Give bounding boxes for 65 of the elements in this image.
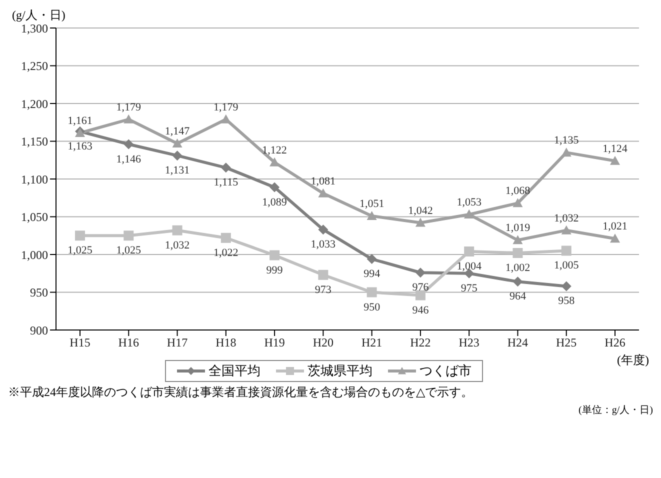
y-tick-label: 1,050 xyxy=(21,210,48,224)
data-label: 1,032 xyxy=(164,239,190,252)
data-label: 1,051 xyxy=(359,198,384,210)
x-tick-label: H17 xyxy=(166,336,188,350)
x-tick-label: H15 xyxy=(70,336,90,350)
data-label: 1,033 xyxy=(310,238,336,251)
data-label: 1,122 xyxy=(262,144,287,156)
text: ※平成24年度以降のつくば市実績は事業者直接資源化量を含む場合のものを△で示す。 xyxy=(8,384,474,401)
data-label: 964 xyxy=(509,290,526,303)
data-label: 1,005 xyxy=(554,260,580,272)
data-label: 1,068 xyxy=(505,185,531,198)
data-label: 1,025 xyxy=(68,244,93,257)
data-label: 1,004 xyxy=(456,260,482,272)
data-label: 1,022 xyxy=(214,246,238,259)
data-label: 973 xyxy=(314,284,332,296)
data-label: 1,002 xyxy=(505,262,530,274)
data-label: 1,089 xyxy=(262,196,288,208)
data-label: 1,135 xyxy=(554,134,580,147)
legend-label: 全国平均 xyxy=(208,362,260,380)
data-label: 1,042 xyxy=(408,204,433,217)
y-tick-label: 1,200 xyxy=(21,96,48,111)
y-tick-label: 950 xyxy=(30,286,48,300)
x-tick-label: H16 xyxy=(118,336,139,350)
x-tick-label: H21 xyxy=(361,336,382,350)
x-tick-label: H22 xyxy=(410,336,431,350)
data-label: 1,019 xyxy=(505,222,531,234)
y-tick-label: 1,150 xyxy=(21,134,48,149)
data-label: 999 xyxy=(266,264,284,276)
text: (単位：g/人・日) xyxy=(578,404,653,417)
x-tick-label: H25 xyxy=(556,336,577,350)
data-label: 1,161 xyxy=(68,114,92,127)
data-label: 1,163 xyxy=(68,140,93,152)
data-label: 1,032 xyxy=(554,212,579,224)
data-label: 994 xyxy=(364,268,381,280)
data-label: 958 xyxy=(558,295,576,308)
x-tick-label: H24 xyxy=(507,336,528,350)
x-tick-label: H26 xyxy=(604,336,626,350)
data-label: 1,131 xyxy=(164,164,190,177)
data-label: 946 xyxy=(412,304,430,316)
data-label: 1,124 xyxy=(602,142,628,155)
data-label: 1,021 xyxy=(602,220,628,233)
x-tick-label: H19 xyxy=(264,336,285,350)
x-tick-label: H20 xyxy=(312,336,334,350)
y-tick-label: 1,250 xyxy=(21,59,48,74)
y-tick-label: 1,100 xyxy=(21,172,48,186)
x-tick-label: H18 xyxy=(216,336,236,350)
data-label: 1,147 xyxy=(164,126,190,138)
x-tick-label: H23 xyxy=(458,336,480,350)
data-label: 1,053 xyxy=(456,196,482,208)
data-label: 1,179 xyxy=(116,101,142,114)
data-label: 976 xyxy=(412,282,430,294)
data-label: 1,025 xyxy=(116,244,142,257)
y-axis-title: (g/人・日) xyxy=(12,8,66,22)
y-tick-label: 1,300 xyxy=(21,21,48,36)
data-label: 950 xyxy=(364,301,381,314)
data-label: 1,115 xyxy=(214,176,239,189)
data-label: 1,081 xyxy=(310,175,336,188)
x-axis-title: (年度) xyxy=(617,352,649,369)
data-label: 1,146 xyxy=(116,153,142,166)
legend-label: つくば市 xyxy=(420,362,472,380)
y-tick-label: 1,000 xyxy=(21,248,48,262)
data-label: 1,179 xyxy=(214,101,239,114)
legend-label: 茨城県平均 xyxy=(308,362,372,380)
data-label: 975 xyxy=(460,282,478,294)
y-tick-label: 900 xyxy=(30,323,48,338)
